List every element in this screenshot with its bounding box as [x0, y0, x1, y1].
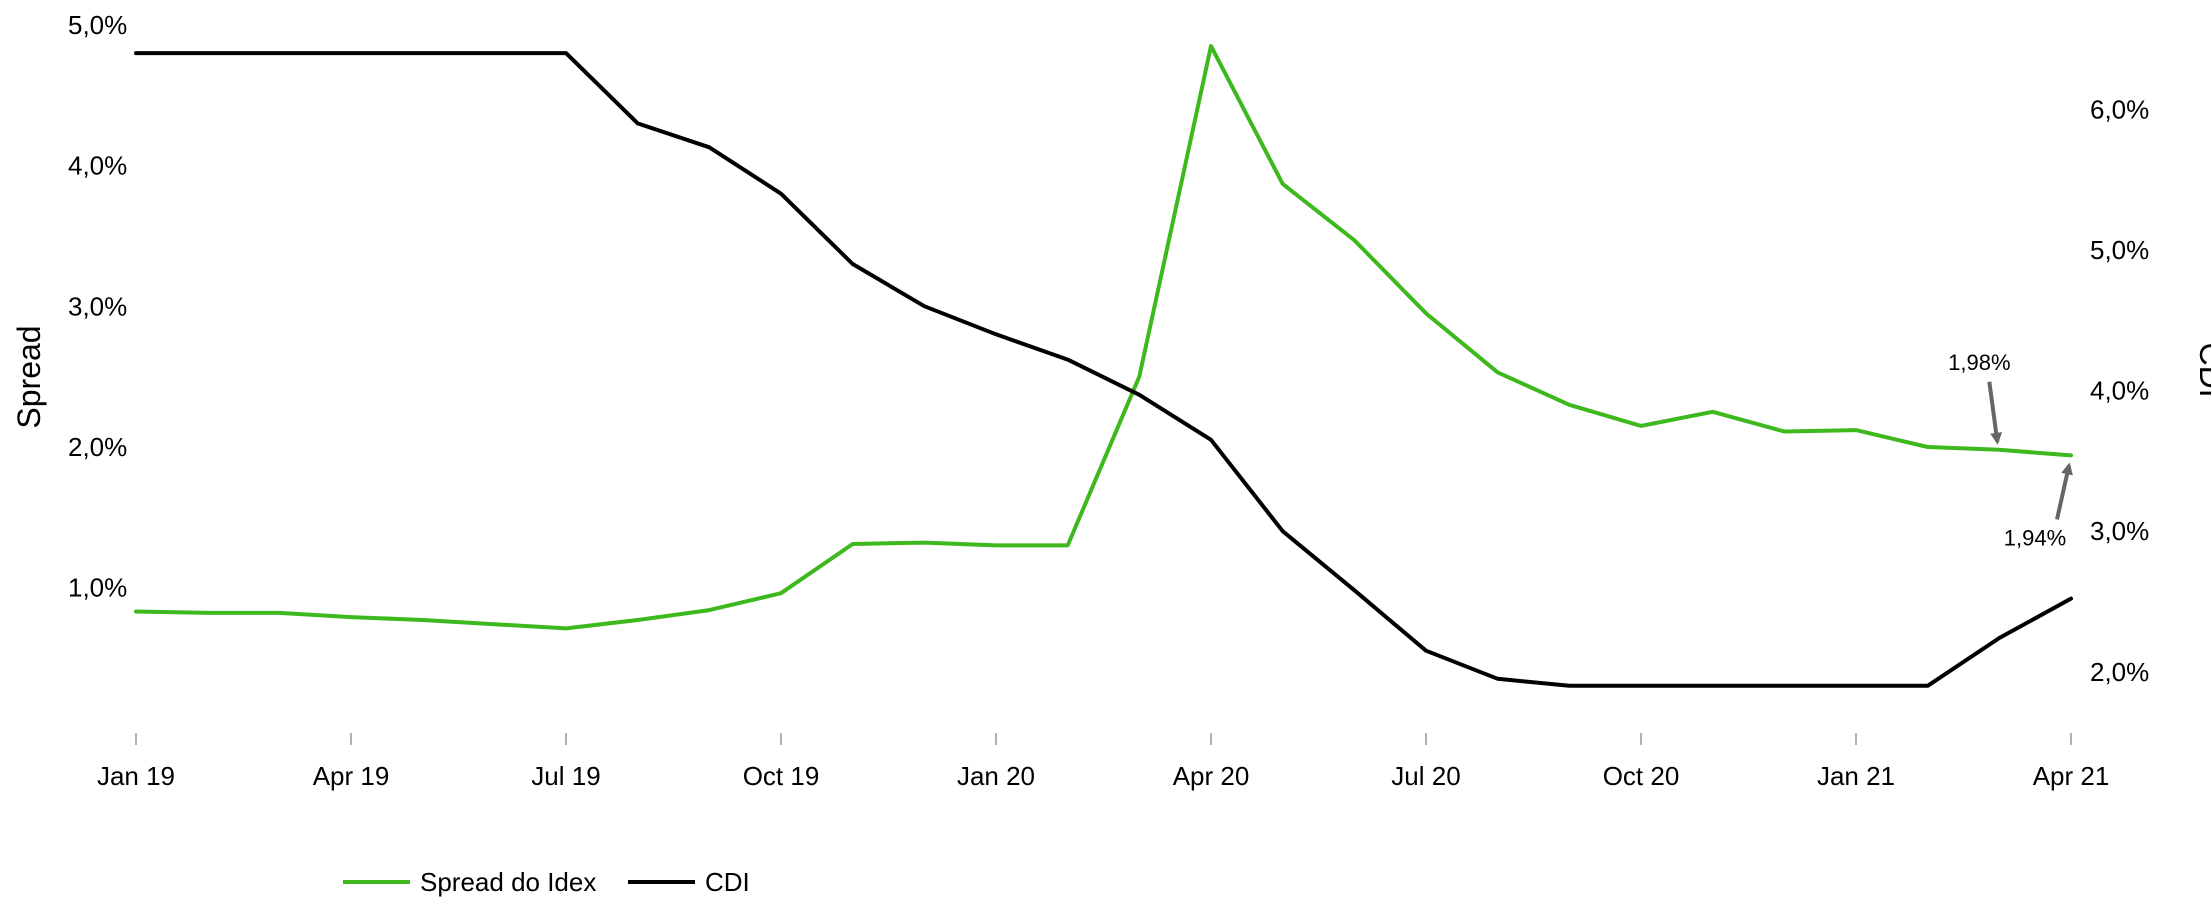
- x-tick-label: Apr 20: [1173, 761, 1250, 791]
- x-tick-label: Oct 20: [1603, 761, 1680, 791]
- series-line-spread: [136, 46, 2071, 628]
- left-tick-label: 2,0%: [68, 432, 127, 462]
- series-line-cdi: [136, 53, 2071, 686]
- left-axis-ticks: 1,0% 2,0% 3,0% 4,0% 5,0%: [68, 10, 127, 603]
- right-tick-label: 6,0%: [2090, 94, 2149, 124]
- right-tick-label: 4,0%: [2090, 376, 2149, 406]
- right-tick-label: 3,0%: [2090, 516, 2149, 546]
- right-axis-ticks: 2,0% 3,0% 4,0% 5,0% 6,0%: [2090, 94, 2149, 686]
- annotation-label: 1,98%: [1948, 350, 2010, 375]
- right-tick-label: 5,0%: [2090, 235, 2149, 265]
- annotation-arrow: [2057, 465, 2069, 519]
- x-axis: Jan 19 Apr 19 Jul 19 Oct 19 Jan 20 Apr 20 Jul …: [97, 733, 2109, 791]
- x-tick-label: Jan 21: [1817, 761, 1895, 791]
- left-tick-label: 3,0%: [68, 291, 127, 321]
- left-tick-label: 4,0%: [68, 151, 127, 181]
- left-tick-label: 1,0%: [68, 573, 127, 603]
- x-tick-label: Jul 20: [1391, 761, 1460, 791]
- right-tick-label: 2,0%: [2090, 657, 2149, 687]
- legend-label-spread: Spread do Idex: [420, 867, 596, 897]
- legend-label-cdi: CDI: [705, 867, 750, 897]
- x-tick-label: Oct 19: [743, 761, 820, 791]
- x-tick-label: Jan 19: [97, 761, 175, 791]
- annotation-arrow: [1989, 382, 1997, 442]
- right-axis-title: CDI: [2193, 342, 2211, 397]
- x-tick-label: Jul 19: [531, 761, 600, 791]
- annotation-label: 1,94%: [2004, 525, 2066, 550]
- x-tick-label: Apr 21: [2033, 761, 2110, 791]
- left-axis-title: Spread: [11, 325, 47, 428]
- x-tick-label: Apr 19: [313, 761, 390, 791]
- legend: Spread do Idex CDI: [343, 867, 750, 897]
- left-tick-label: 5,0%: [68, 10, 127, 40]
- x-tick-label: Jan 20: [957, 761, 1035, 791]
- series-layer: [136, 46, 2071, 686]
